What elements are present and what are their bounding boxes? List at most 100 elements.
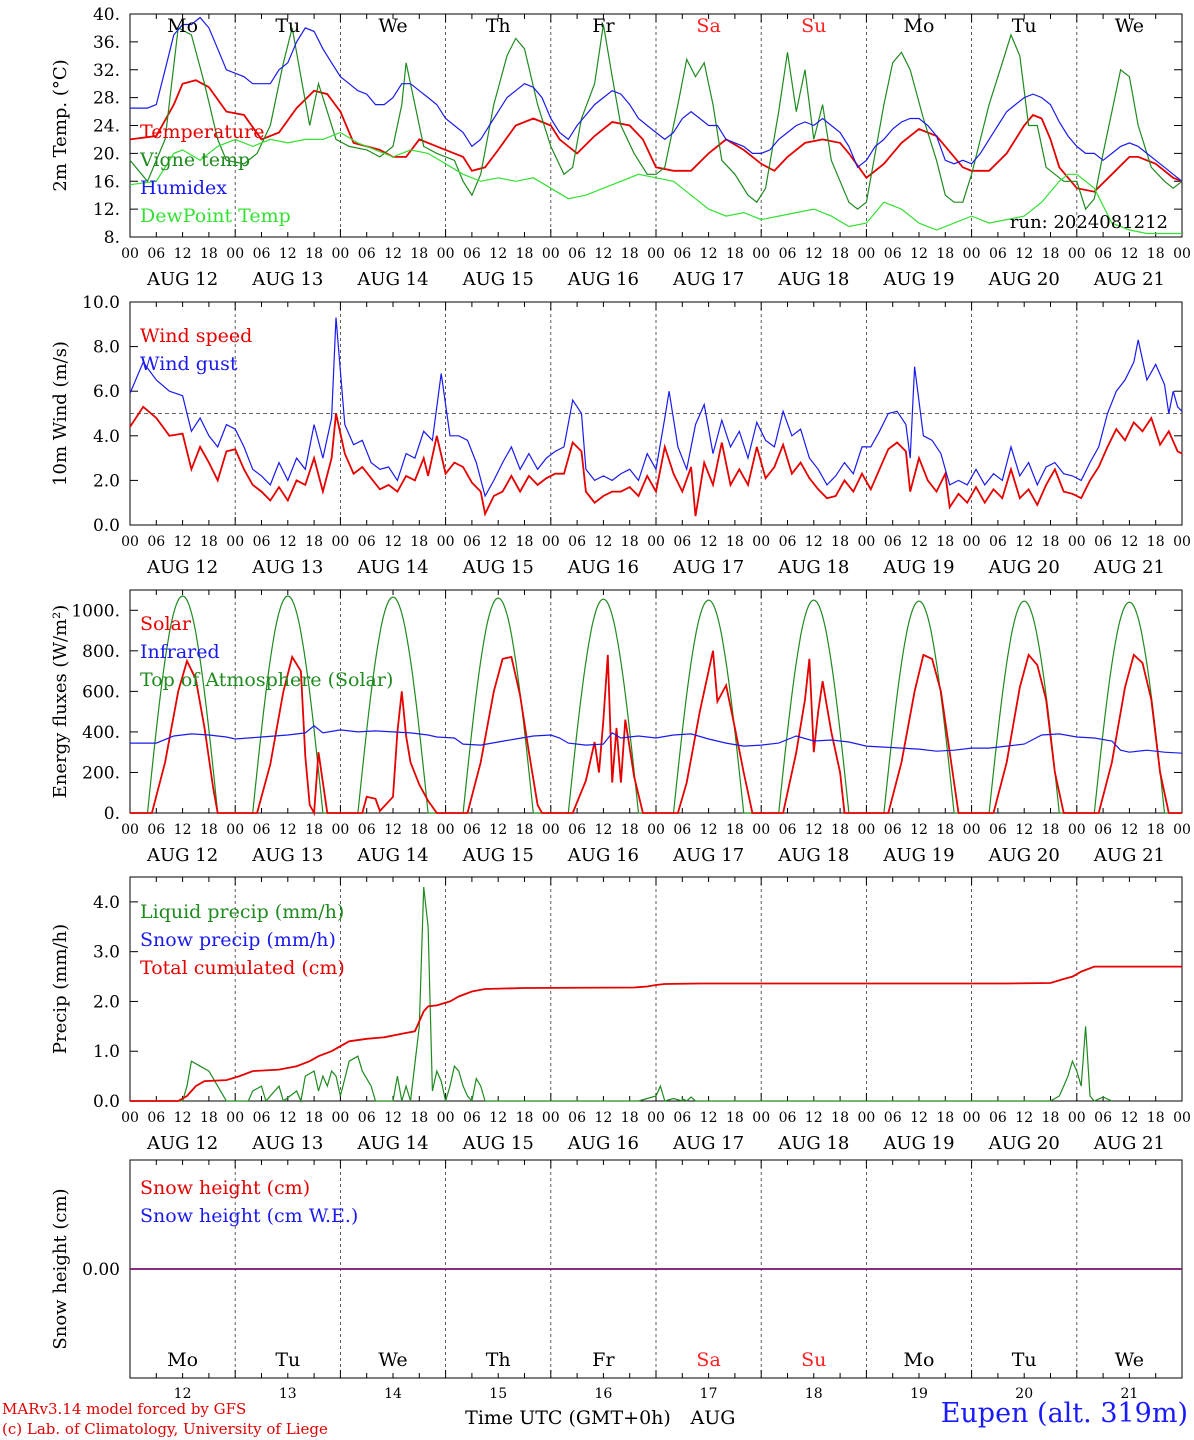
hour-tick-label: 12	[805, 1110, 823, 1126]
day-name-bottom: Mo	[904, 1349, 935, 1371]
y-tick-label: 0.0	[93, 516, 120, 536]
hour-tick-label: 18	[831, 534, 849, 550]
day-number: 14	[384, 1386, 402, 1402]
y-tick-label: 12.	[93, 200, 120, 220]
date-label: AUG 15	[462, 557, 534, 578]
panel-2: 0.0 2.0 4.0 6.0 8.0 10.0 10m Wind (m/s) 00 06 12 1…	[50, 293, 1191, 578]
hour-tick-label: 18	[1042, 534, 1060, 550]
hour-tick-label: 00	[437, 246, 455, 262]
date-label: AUG 12	[146, 269, 218, 290]
hour-tick-label: 06	[779, 534, 797, 550]
hour-tick-label: 00	[963, 822, 981, 838]
y-tick-label: 2.0	[93, 471, 120, 491]
x-axis-month: AUG	[690, 1407, 736, 1429]
day-name-bottom: Sa	[696, 1349, 720, 1371]
hour-tick-label: 06	[568, 1110, 586, 1126]
hour-tick-label: 00	[963, 534, 981, 550]
hour-tick-label: 12	[700, 1110, 718, 1126]
hour-tick-label: 00	[226, 822, 244, 838]
legend-entry: Total cumulated (cm)	[140, 957, 345, 979]
hour-tick-label: 06	[463, 534, 481, 550]
hour-tick-label: 00	[752, 822, 770, 838]
date-label: AUG 14	[356, 845, 428, 866]
day-number: 19	[910, 1386, 928, 1402]
hour-tick-label: 00	[857, 246, 875, 262]
day-name-bottom: Tu	[275, 1349, 300, 1371]
y-tick-label: 3.0	[93, 943, 120, 963]
hour-tick-label: 06	[989, 246, 1007, 262]
day-name-top: Sa	[696, 15, 720, 37]
hour-tick-label: 18	[726, 246, 744, 262]
hour-tick-label: 00	[647, 246, 665, 262]
hour-tick-label: 06	[1094, 534, 1112, 550]
hour-tick-label: 18	[305, 246, 323, 262]
y-tick-label: 24.	[93, 117, 120, 137]
day-name-top: Mo	[904, 15, 935, 37]
legend-entry: Liquid precip (mm/h)	[140, 901, 344, 923]
hour-tick-label: 00	[331, 1110, 349, 1126]
y-tick-label: 0.00	[82, 1260, 120, 1280]
hour-tick-label: 18	[726, 822, 744, 838]
hour-tick-label: 12	[384, 822, 402, 838]
y-axis-label: Snow height (cm)	[50, 1188, 71, 1349]
hour-tick-label: 00	[542, 534, 560, 550]
hour-tick-label: 12	[489, 246, 507, 262]
hour-tick-label: 06	[463, 246, 481, 262]
hour-tick-label: 06	[989, 822, 1007, 838]
date-label: AUG 17	[672, 845, 744, 866]
hour-tick-label: 06	[884, 246, 902, 262]
day-name-bottom: Mo	[167, 1349, 198, 1371]
date-label: AUG 12	[146, 1133, 218, 1154]
y-tick-label: 0.0	[93, 1092, 120, 1112]
date-label: AUG 15	[462, 845, 534, 866]
hour-tick-label: 00	[1068, 822, 1086, 838]
hour-tick-label: 18	[621, 822, 639, 838]
hour-tick-label: 06	[147, 246, 165, 262]
y-tick-label: 20.	[93, 144, 120, 164]
y-tick-label: 36.	[93, 33, 120, 53]
hour-tick-label: 18	[831, 1110, 849, 1126]
day-number: 16	[594, 1386, 612, 1402]
hour-tick-label: 00	[752, 534, 770, 550]
hour-tick-label: 06	[568, 534, 586, 550]
hour-tick-label: 00	[857, 822, 875, 838]
day-number: 21	[1120, 1386, 1138, 1402]
y-tick-label: 10.0	[82, 293, 120, 313]
hour-tick-label: 00	[752, 246, 770, 262]
hour-tick-label: 06	[673, 246, 691, 262]
series-line-wind-gust	[129, 317, 1183, 498]
hour-tick-label: 06	[779, 246, 797, 262]
y-tick-label: 8.	[104, 228, 120, 248]
hour-tick-label: 12	[174, 822, 192, 838]
hour-tick-label: 06	[358, 1110, 376, 1126]
station-label: Eupen (alt. 319m)	[940, 1398, 1188, 1429]
day-name-bottom: Th	[486, 1349, 511, 1371]
hour-tick-label: 06	[463, 1110, 481, 1126]
hour-tick-label: 12	[594, 822, 612, 838]
date-label: AUG 12	[146, 845, 218, 866]
hour-tick-label: 00	[963, 246, 981, 262]
y-tick-label: 400.	[82, 723, 120, 743]
hour-tick-label: 00	[752, 1110, 770, 1126]
y-tick-label: 16.	[93, 172, 120, 192]
hour-tick-label: 00	[647, 1110, 665, 1126]
day-number: 17	[700, 1386, 718, 1402]
hour-tick-label: 00	[542, 1110, 560, 1126]
date-label: AUG 19	[882, 1133, 954, 1154]
hour-tick-label: 06	[673, 822, 691, 838]
y-tick-label: 1.0	[93, 1042, 120, 1062]
hour-tick-label: 12	[279, 822, 297, 838]
y-tick-label: 0.	[104, 804, 120, 824]
day-name-top: Th	[486, 15, 511, 37]
day-number: 15	[489, 1386, 507, 1402]
legend-entry: Vigne temp	[139, 149, 250, 171]
y-tick-label: 800.	[82, 642, 120, 662]
hour-tick-label: 06	[1094, 1110, 1112, 1126]
hour-tick-label: 00	[1173, 822, 1191, 838]
hour-tick-label: 18	[831, 246, 849, 262]
hour-tick-label: 06	[358, 246, 376, 262]
y-tick-label: 8.0	[93, 338, 120, 358]
hour-tick-label: 00	[437, 534, 455, 550]
hour-tick-label: 06	[884, 534, 902, 550]
hour-tick-label: 06	[989, 1110, 1007, 1126]
